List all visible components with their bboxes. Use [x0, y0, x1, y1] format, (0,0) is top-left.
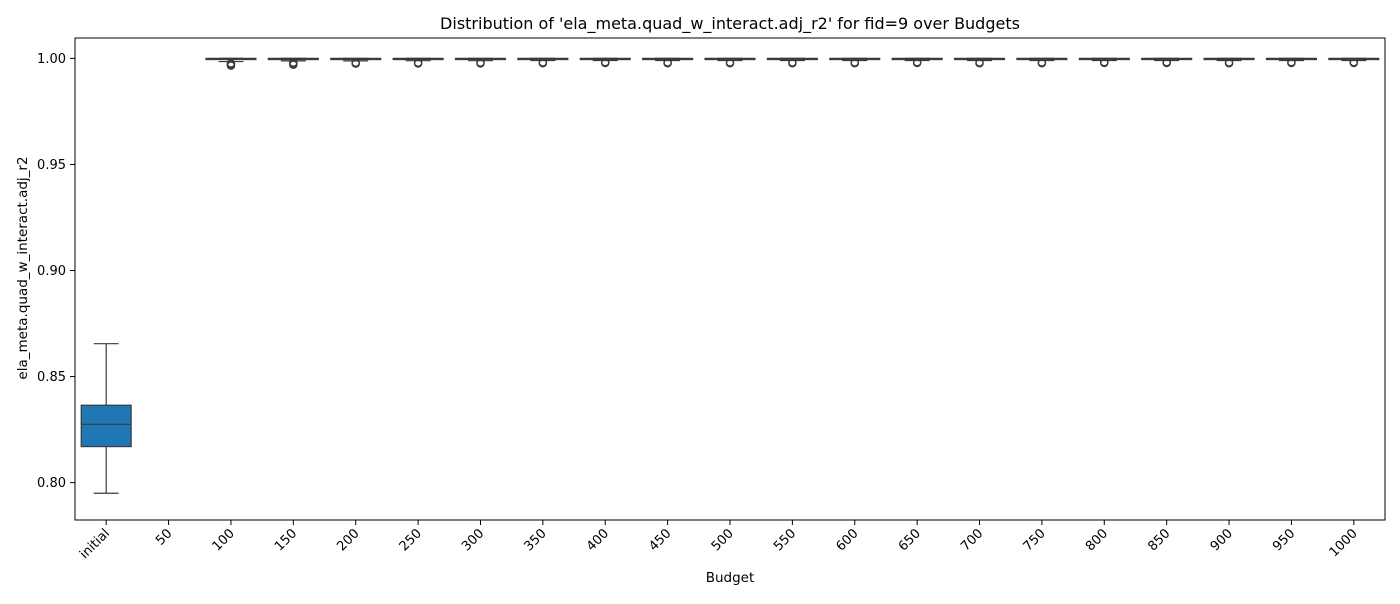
outlier-point: [788, 58, 797, 67]
y-tick-label: 0.95: [37, 158, 66, 173]
chart-title: Distribution of 'ela_meta.quad_w_interac…: [440, 14, 1020, 34]
outlier-point: [1349, 57, 1359, 67]
outlier-point: [226, 59, 236, 68]
outlier-point: [1162, 57, 1171, 67]
y-tick-label: 0.90: [37, 264, 66, 279]
outlier-point: [1287, 57, 1296, 67]
outlier-point: [1224, 58, 1234, 67]
outlier-point: [850, 58, 860, 67]
outlier-point: [912, 57, 922, 67]
outlier-point: [538, 58, 548, 67]
x-axis-label: Budget: [706, 570, 755, 586]
y-tick-label: 0.85: [37, 370, 66, 385]
axes-frame: [74, 37, 1386, 521]
y-tick-label: 0.80: [37, 476, 66, 491]
outlier-point: [725, 58, 735, 67]
outlier-point: [600, 57, 610, 67]
outlier-point: [1100, 57, 1109, 67]
outlier-point: [476, 58, 485, 67]
outlier-point: [1037, 58, 1047, 67]
outlier-point: [975, 58, 984, 67]
outlier-point: [663, 58, 672, 67]
outlier-point: [413, 58, 423, 67]
outlier-point: [351, 58, 360, 67]
y-tick-label: 1.00: [37, 52, 66, 67]
y-axis-label: ela_meta.quad_w_interact.adj_r2: [15, 156, 31, 379]
box-iqr: [80, 404, 132, 448]
outlier-point: [289, 58, 298, 67]
